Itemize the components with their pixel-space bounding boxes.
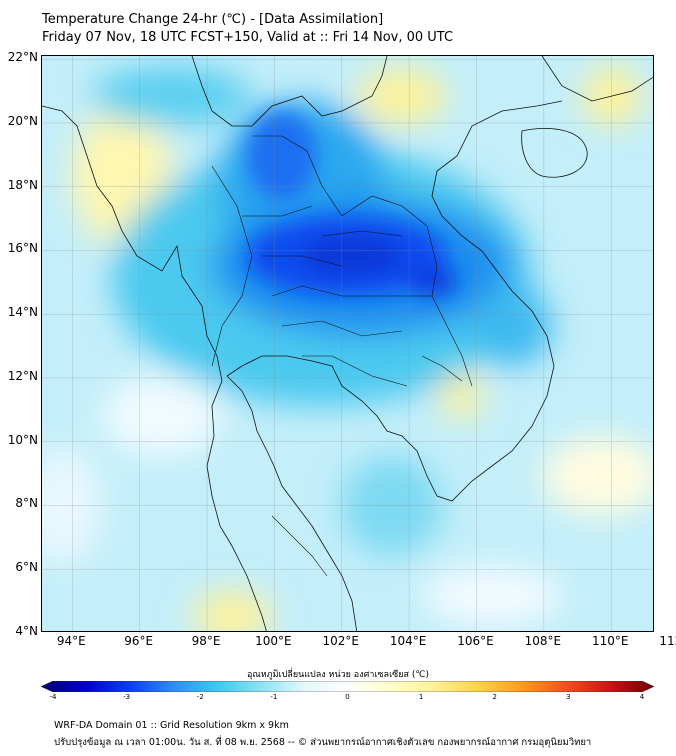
colorbar-tick-label: 1: [418, 693, 424, 701]
colorbar-tick-label: 0: [345, 693, 350, 701]
country-borders: [211, 135, 473, 577]
footer-credit: ปรับปรุงข้อมูล ณ เวลา 01:00น. วัน ส. ที่…: [54, 737, 592, 748]
colorbar-title: อุณหภูมิเปลี่ยนแปลง หน่วย องศาเซลเซียส (…: [246, 670, 430, 680]
footer-model-info: WRF-DA Domain 01 :: Grid Resolution 9km …: [54, 720, 289, 731]
temperature-field: [42, 56, 653, 631]
longitude-label: 106°E: [457, 634, 494, 648]
latitude-label: 14°N: [7, 305, 38, 320]
longitude-label: 112°E: [659, 634, 676, 648]
colorbar-bar: [41, 681, 654, 692]
latitude-label: 18°N: [7, 177, 38, 192]
latitude-label: 12°N: [7, 368, 38, 383]
longitude-label: 98°E: [191, 634, 221, 648]
map-subtitle: Friday 07 Nov, 18 UTC FCST+150, Valid at…: [42, 30, 454, 45]
longitude-label: 100°E: [255, 634, 292, 648]
colorbar-tick-label: -3: [123, 693, 131, 701]
colorbar-tick-label: -2: [196, 693, 204, 701]
graticule: [42, 56, 653, 631]
latitude-label: 20°N: [7, 113, 38, 128]
latitude-label: 8°N: [15, 496, 38, 511]
coastlines: [42, 56, 653, 631]
colorbar-tick-label: 4: [639, 693, 645, 701]
colorbar-tick-label: -4: [49, 693, 57, 701]
map-canvas: [42, 56, 653, 631]
colorbar: [41, 681, 654, 692]
forecast-map: [41, 55, 654, 632]
colorbar-tick-label: 2: [492, 693, 497, 701]
longitude-label: 110°E: [591, 634, 629, 648]
latitude-label: 6°N: [15, 560, 38, 575]
latitude-label: 16°N: [7, 241, 38, 256]
longitude-label: 104°E: [389, 634, 427, 648]
longitude-label: 102°E: [322, 634, 360, 648]
colorbar-tick-label: 3: [566, 693, 571, 701]
colorbar-tick-label: -1: [270, 693, 278, 701]
latitude-label: 10°N: [7, 432, 38, 447]
map-title: Temperature Change 24-hr (℃) - [Data Ass…: [42, 12, 384, 27]
longitude-label: 108°E: [524, 634, 562, 648]
latitude-label: 4°N: [15, 624, 38, 638]
longitude-label: 96°E: [124, 634, 154, 648]
longitude-label: 94°E: [56, 634, 86, 648]
latitude-label: 22°N: [7, 50, 38, 65]
